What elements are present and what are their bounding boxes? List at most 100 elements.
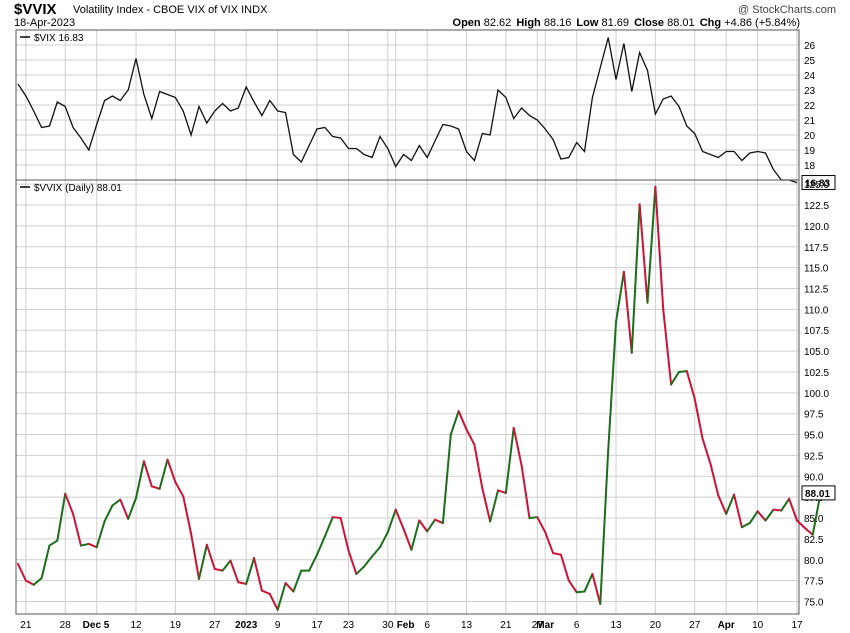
vvix-segment bbox=[607, 320, 618, 453]
vvix-segment bbox=[331, 516, 342, 520]
vvix-segment bbox=[355, 565, 366, 575]
vvix-segment bbox=[72, 512, 82, 547]
vvix-segment bbox=[583, 572, 594, 593]
vvix-segment bbox=[567, 579, 578, 594]
y-tick-label: 120.0 bbox=[804, 222, 829, 233]
vvix-segment bbox=[394, 508, 405, 530]
vvix-segment bbox=[512, 426, 523, 467]
x-tick-label: Apr bbox=[718, 620, 735, 631]
vvix-segment bbox=[418, 519, 429, 533]
vvix-segment bbox=[465, 428, 476, 446]
x-tick-label: 17 bbox=[791, 620, 803, 631]
vvix-segment bbox=[135, 460, 145, 499]
vvix-segment bbox=[733, 493, 743, 529]
y-tick-label: 112.5 bbox=[804, 285, 829, 296]
vvix-segment bbox=[434, 518, 444, 525]
vvix-segment bbox=[363, 555, 374, 568]
vvix-segment bbox=[489, 489, 499, 523]
vvix-segment bbox=[552, 552, 562, 556]
x-tick-label: 6 bbox=[424, 620, 430, 631]
x-tick-label: 2023 bbox=[235, 620, 258, 631]
series-legend: $VIX 16.83 bbox=[34, 33, 84, 44]
quote-date: 18-Apr-2023 bbox=[14, 17, 76, 29]
last-value-box bbox=[801, 485, 836, 501]
vvix-segment bbox=[591, 572, 602, 605]
close-label: Close bbox=[634, 17, 665, 29]
vvix-segment bbox=[166, 458, 177, 484]
vvix-segment bbox=[504, 426, 515, 494]
vvix-segment bbox=[740, 522, 751, 529]
y-tick-label: 115.0 bbox=[804, 264, 829, 275]
vvix-segment bbox=[253, 557, 263, 592]
y-tick-label: 77.5 bbox=[804, 577, 824, 588]
high-label: High bbox=[516, 17, 541, 29]
vvix-segment bbox=[276, 582, 287, 611]
y-tick-label: 95.0 bbox=[804, 431, 824, 442]
vvix-segment bbox=[158, 458, 169, 490]
vvix-segment bbox=[308, 553, 319, 572]
vvix-segment bbox=[142, 460, 153, 488]
open-label: Open bbox=[452, 17, 481, 29]
vvix-segment bbox=[764, 508, 775, 522]
last-value-box bbox=[801, 175, 836, 191]
high-value: 88.16 bbox=[543, 17, 572, 29]
vvix-segment bbox=[630, 203, 641, 354]
index-name: Volatility Index - CBOE VIX of VIX INDX bbox=[73, 4, 268, 16]
vvix-segment bbox=[677, 370, 688, 373]
vvix-segment bbox=[622, 270, 633, 354]
vvix-segment bbox=[709, 462, 720, 497]
y-tick-label: 82.5 bbox=[804, 535, 824, 546]
open-value: 82.62 bbox=[483, 17, 512, 29]
x-tick-label: 20 bbox=[650, 620, 662, 631]
vvix-segment bbox=[378, 531, 389, 549]
vvix-segment bbox=[103, 504, 114, 523]
x-tick-label: Feb bbox=[397, 620, 415, 631]
brand-watermark: @ StockCharts.com bbox=[738, 4, 836, 16]
vvix-segment bbox=[544, 531, 555, 555]
chg-label: Chg bbox=[699, 17, 722, 29]
chg-value: +4.86 (+5.84%) bbox=[724, 17, 800, 29]
x-tick-label: 10 bbox=[752, 620, 764, 631]
vvix-series bbox=[17, 185, 822, 611]
vvix-segment bbox=[662, 308, 673, 386]
y-tick-label: 22 bbox=[804, 101, 816, 112]
vvix-segment bbox=[371, 546, 381, 558]
x-tick-label: 19 bbox=[170, 620, 182, 631]
x-tick-label: 27 bbox=[689, 620, 701, 631]
y-tick-label: 21 bbox=[804, 116, 816, 127]
y-tick-label: 92.5 bbox=[804, 451, 824, 462]
x-tick-label: 27 bbox=[532, 620, 544, 631]
vvix-segment bbox=[402, 527, 413, 551]
vvix-segment bbox=[670, 370, 680, 386]
vvix-segment bbox=[496, 489, 507, 494]
last-value-label: 16.83 bbox=[805, 179, 830, 190]
vvix-segment bbox=[410, 519, 421, 551]
vvix-segment bbox=[685, 370, 696, 400]
vvix-segment bbox=[17, 562, 27, 582]
vvix-segment bbox=[347, 549, 358, 575]
vvix-segment bbox=[473, 443, 484, 489]
x-tick-label: 23 bbox=[343, 620, 355, 631]
y-tick-label: 122.5 bbox=[804, 201, 829, 212]
vvix-segment bbox=[654, 185, 665, 311]
low-label: Low bbox=[576, 17, 599, 29]
vvix-segment bbox=[182, 495, 193, 535]
vvix-segment bbox=[213, 567, 224, 572]
vvix-segment bbox=[575, 590, 586, 594]
y-tick-label: 80.0 bbox=[804, 556, 824, 567]
y-tick-label: 102.5 bbox=[804, 368, 829, 379]
y-tick-label: 97.5 bbox=[804, 410, 824, 421]
ticker-symbol: $VVIX bbox=[14, 1, 57, 18]
vvix-segment bbox=[536, 516, 547, 534]
vvix-segment bbox=[127, 496, 138, 520]
x-tick-label: 13 bbox=[461, 620, 473, 631]
y-tick-label: 18 bbox=[804, 161, 816, 172]
vvix-segment bbox=[205, 543, 216, 570]
x-tick-label: 21 bbox=[500, 620, 512, 631]
vvix-segment bbox=[701, 437, 712, 465]
vvix-segment bbox=[119, 498, 130, 520]
vvix-segment bbox=[284, 582, 295, 593]
vvix-segment bbox=[748, 510, 759, 525]
vvix-segment bbox=[245, 557, 256, 585]
